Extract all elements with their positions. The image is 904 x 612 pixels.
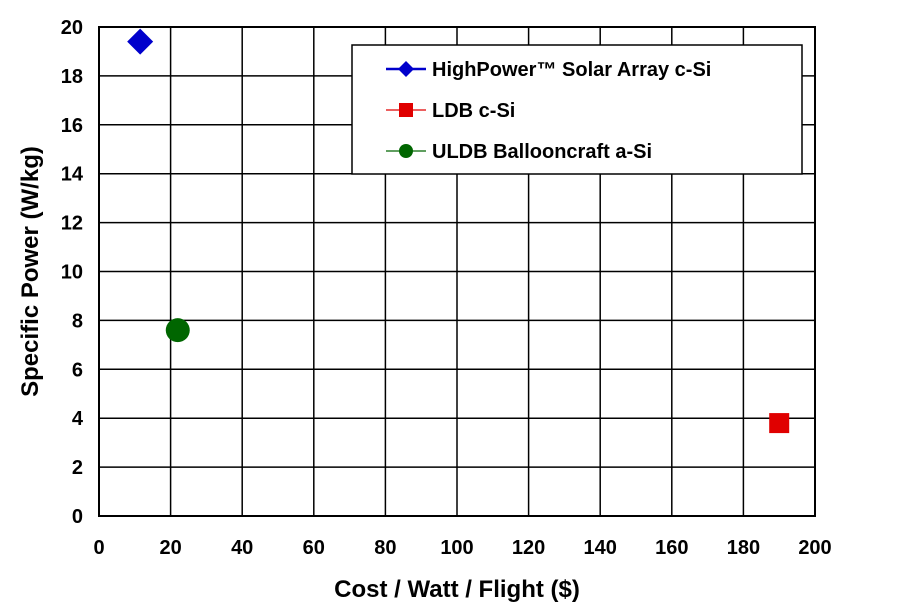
x-tick-label: 160 [655, 537, 688, 559]
y-tick-label: 18 [61, 66, 83, 88]
legend-marker-diamond [398, 61, 414, 77]
legend: HighPower™ Solar Array c-Si LDB c-Si ULDB … [351, 44, 803, 175]
x-tick-label: 20 [159, 537, 181, 559]
legend-box [351, 44, 803, 175]
data-point-diamond [127, 28, 154, 55]
x-tick-label: 80 [374, 537, 396, 559]
legend-label: LDB c-Si [432, 100, 515, 122]
y-tick-label: 14 [61, 164, 84, 186]
x-tick-label: 200 [798, 537, 831, 559]
x-tick-label: 140 [584, 537, 617, 559]
x-tick-label: 120 [512, 537, 545, 559]
plot-area [98, 26, 816, 517]
x-axis-title: Cost / Watt / Flight ($) [334, 576, 580, 603]
y-tick-label: 16 [61, 115, 83, 137]
y-tick-label: 2 [72, 457, 83, 479]
y-tick-label: 4 [72, 408, 84, 430]
y-axis-tick-labels: 0 2 4 6 8 10 12 14 16 18 20 [61, 17, 84, 528]
x-tick-label: 180 [727, 537, 760, 559]
legend-items: HighPower™ Solar Array c-Si LDB c-Si ULDB … [386, 59, 711, 163]
data-point-square [769, 413, 790, 434]
y-tick-label: 6 [72, 359, 83, 381]
x-tick-label: 0 [93, 537, 104, 559]
legend-marker-square [399, 103, 413, 117]
y-axis-title: Specific Power (W/kg) [17, 146, 44, 397]
y-tick-label: 12 [61, 213, 83, 235]
y-tick-label: 0 [72, 506, 83, 528]
y-tick-label: 10 [61, 262, 83, 284]
x-tick-label: 40 [231, 537, 253, 559]
y-tick-label: 8 [72, 310, 83, 332]
x-axis-tick-labels: 0 20 40 60 80 100 120 140 160 180 200 [93, 537, 831, 559]
legend-label: ULDB Ballooncraft a-Si [432, 141, 652, 163]
data-point-circle [165, 318, 190, 343]
y-tick-label: 20 [61, 17, 83, 39]
data-points [127, 28, 790, 434]
legend-marker-circle [399, 144, 413, 158]
x-tick-label: 100 [440, 537, 473, 559]
x-tick-label: 60 [303, 537, 325, 559]
legend-label: HighPower™ Solar Array c-Si [432, 59, 711, 81]
